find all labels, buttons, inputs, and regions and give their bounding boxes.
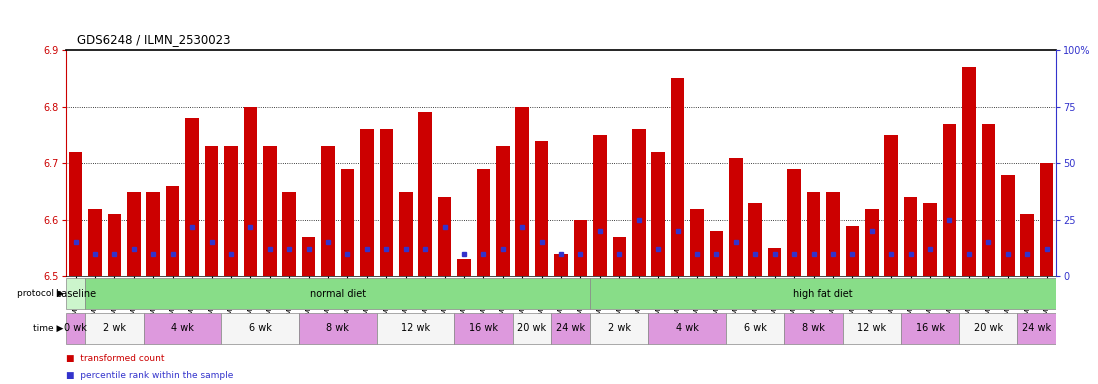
Bar xyxy=(729,157,742,276)
Bar xyxy=(554,254,568,276)
Bar xyxy=(593,135,607,276)
Bar xyxy=(108,214,121,276)
Text: high fat diet: high fat diet xyxy=(794,289,853,299)
Bar xyxy=(244,107,257,276)
Text: 16 wk: 16 wk xyxy=(469,323,497,333)
Bar xyxy=(127,192,141,276)
Text: 2 wk: 2 wk xyxy=(103,323,126,333)
Text: ■  percentile rank within the sample: ■ percentile rank within the sample xyxy=(66,371,233,380)
Text: 24 wk: 24 wk xyxy=(557,323,585,333)
Text: GDS6248 / ILMN_2530023: GDS6248 / ILMN_2530023 xyxy=(77,33,231,46)
Bar xyxy=(768,248,782,276)
Bar xyxy=(632,129,646,276)
Bar xyxy=(884,135,898,276)
Bar xyxy=(299,313,377,344)
Bar xyxy=(515,107,529,276)
Bar xyxy=(901,313,960,344)
Bar xyxy=(904,197,918,276)
Bar xyxy=(166,186,179,276)
Text: 4 wk: 4 wk xyxy=(171,323,194,333)
Bar xyxy=(69,152,82,276)
Bar xyxy=(1001,175,1015,276)
Bar xyxy=(960,313,1018,344)
Text: ■  transformed count: ■ transformed count xyxy=(66,354,165,363)
Bar xyxy=(826,192,840,276)
Bar xyxy=(943,124,956,276)
Bar xyxy=(784,313,842,344)
Text: 0 wk: 0 wk xyxy=(64,323,87,333)
Bar xyxy=(399,192,413,276)
Text: 6 wk: 6 wk xyxy=(743,323,766,333)
Bar xyxy=(613,237,626,276)
Bar xyxy=(86,278,591,310)
Bar xyxy=(86,313,144,344)
Bar xyxy=(573,220,587,276)
Text: 4 wk: 4 wk xyxy=(676,323,698,333)
Bar xyxy=(513,313,551,344)
Bar xyxy=(224,146,238,276)
Bar xyxy=(88,209,102,276)
Text: 16 wk: 16 wk xyxy=(916,323,944,333)
Bar xyxy=(535,141,549,276)
Bar xyxy=(144,313,221,344)
Text: 20 wk: 20 wk xyxy=(517,323,547,333)
Bar xyxy=(865,209,878,276)
Text: 24 wk: 24 wk xyxy=(1022,323,1052,333)
Bar xyxy=(496,146,509,276)
Bar xyxy=(591,313,649,344)
Bar xyxy=(962,67,976,276)
Bar xyxy=(66,278,86,310)
Bar xyxy=(204,146,219,276)
Text: baseline: baseline xyxy=(55,289,97,299)
Bar xyxy=(377,313,455,344)
Bar xyxy=(282,192,296,276)
Bar xyxy=(186,118,199,276)
Bar xyxy=(651,152,665,276)
Bar xyxy=(923,203,937,276)
Text: time ▶: time ▶ xyxy=(33,324,64,333)
Bar xyxy=(551,313,591,344)
Text: normal diet: normal diet xyxy=(310,289,366,299)
Bar xyxy=(221,313,299,344)
Bar xyxy=(418,112,432,276)
Text: 12 wk: 12 wk xyxy=(401,323,430,333)
Text: 20 wk: 20 wk xyxy=(974,323,1002,333)
Bar xyxy=(457,260,471,276)
Bar xyxy=(1040,163,1053,276)
Text: 6 wk: 6 wk xyxy=(248,323,271,333)
Text: 2 wk: 2 wk xyxy=(608,323,631,333)
Bar xyxy=(66,313,86,344)
Bar xyxy=(982,124,995,276)
Bar xyxy=(1018,313,1056,344)
Bar xyxy=(302,237,315,276)
Bar xyxy=(842,313,901,344)
Bar xyxy=(477,169,490,276)
Text: protocol ▶: protocol ▶ xyxy=(16,289,64,298)
Bar xyxy=(591,278,1056,310)
Bar xyxy=(649,313,726,344)
Bar xyxy=(845,225,859,276)
Bar xyxy=(438,197,451,276)
Bar xyxy=(264,146,277,276)
Bar xyxy=(807,192,820,276)
Bar xyxy=(146,192,160,276)
Bar xyxy=(1020,214,1034,276)
Text: 8 wk: 8 wk xyxy=(326,323,349,333)
Bar xyxy=(455,313,513,344)
Text: 8 wk: 8 wk xyxy=(803,323,825,333)
Bar xyxy=(671,78,684,276)
Bar xyxy=(749,203,762,276)
Bar xyxy=(322,146,335,276)
Bar xyxy=(726,313,784,344)
Bar xyxy=(709,231,724,276)
Bar xyxy=(340,169,355,276)
Text: 12 wk: 12 wk xyxy=(858,323,886,333)
Bar xyxy=(691,209,704,276)
Bar xyxy=(360,129,373,276)
Bar xyxy=(787,169,800,276)
Bar xyxy=(380,129,393,276)
